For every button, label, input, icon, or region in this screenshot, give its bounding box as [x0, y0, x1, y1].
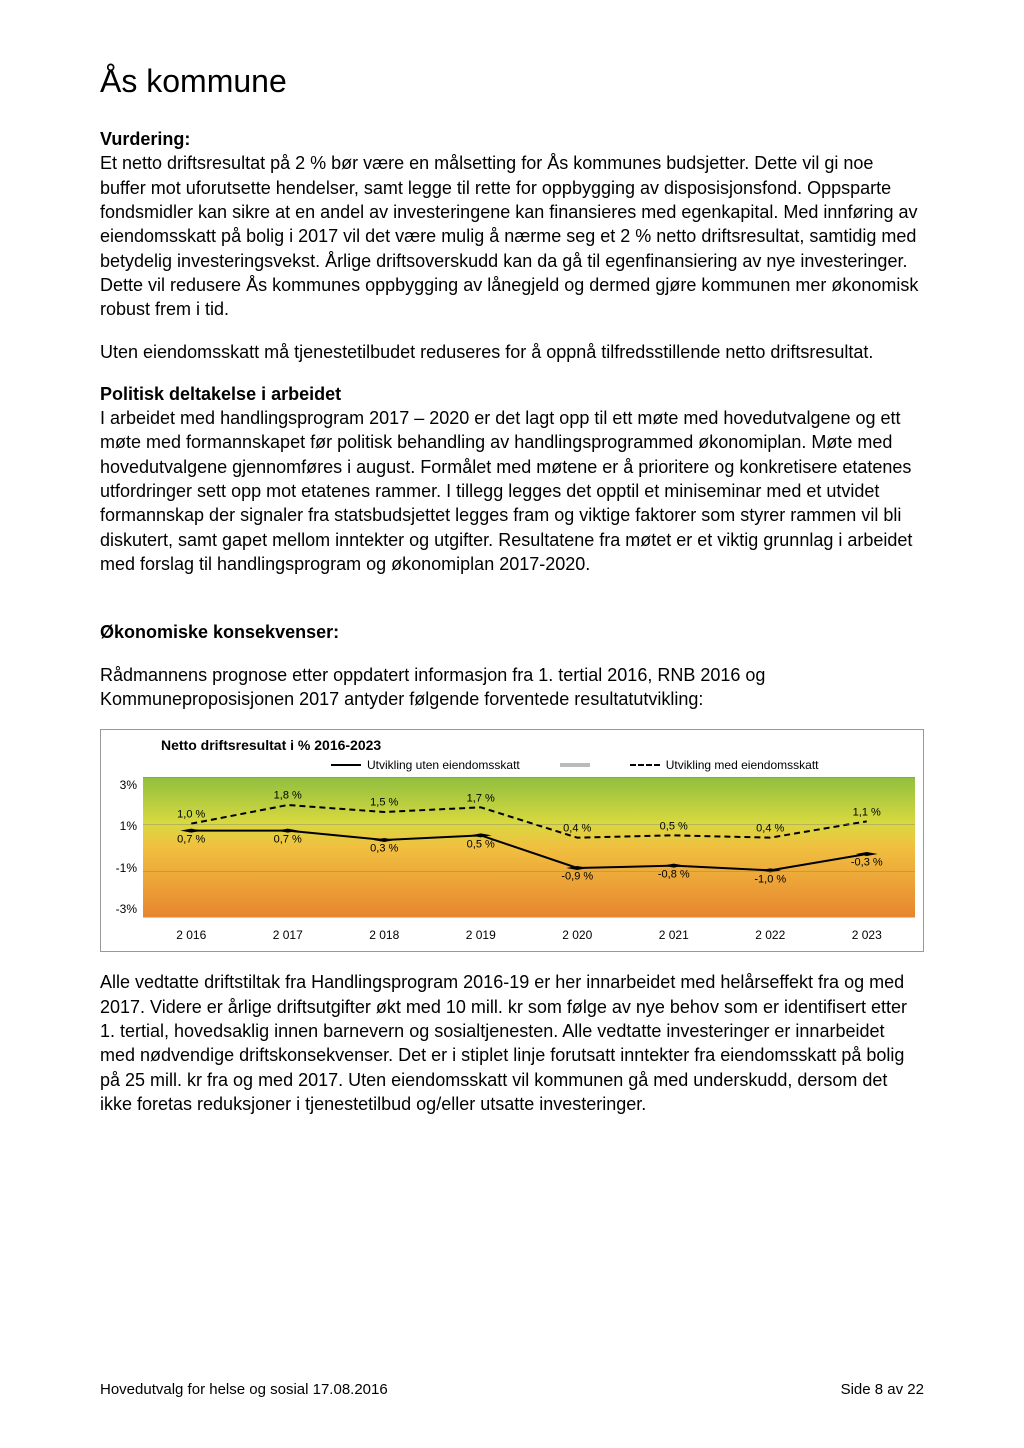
paragraph-oko-intro: Rådmannens prognose etter oppdatert info…	[100, 663, 924, 712]
page-title: Ås kommune	[100, 60, 924, 103]
page-footer: Hovedutvalg for helse og sosial 17.08.20…	[100, 1380, 924, 1400]
chart-legend: Utvikling uten eiendomsskatt Utvikling m…	[101, 755, 923, 777]
chart-x-axis: 2 0162 0172 0182 0192 0202 0212 0222 023	[101, 921, 923, 951]
chart-netto-driftsresultat: Netto driftsresultat i % 2016-2023 Utvik…	[100, 729, 924, 952]
paragraph-vurdering-1: Et netto driftsresultat på 2 % bør være …	[100, 151, 924, 321]
legend-label-2: Utvikling med eiendomsskatt	[666, 757, 819, 773]
chart-y-axis: 3%1%-1%-3%	[109, 777, 143, 917]
heading-vurdering: Vurdering:	[100, 127, 924, 151]
legend-label-1: Utvikling uten eiendomsskatt	[367, 757, 520, 773]
paragraph-vurdering-2: Uten eiendomsskatt må tjenestetilbudet r…	[100, 340, 924, 364]
chart-title: Netto driftsresultat i % 2016-2023	[101, 730, 923, 755]
paragraph-politisk: I arbeidet med handlingsprogram 2017 – 2…	[100, 406, 924, 576]
heading-okonomiske: Økonomiske konsekvenser:	[100, 620, 924, 644]
paragraph-oko-after: Alle vedtatte driftstiltak fra Handlings…	[100, 970, 924, 1116]
chart-plot-area: 1,0 %1,8 %1,5 %1,7 %0,4 %0,5 %0,4 %1,1 %…	[143, 777, 915, 917]
heading-politisk: Politisk deltakelse i arbeidet	[100, 382, 924, 406]
footer-right: Side 8 av 22	[841, 1380, 924, 1400]
footer-left: Hovedutvalg for helse og sosial 17.08.20…	[100, 1380, 388, 1400]
